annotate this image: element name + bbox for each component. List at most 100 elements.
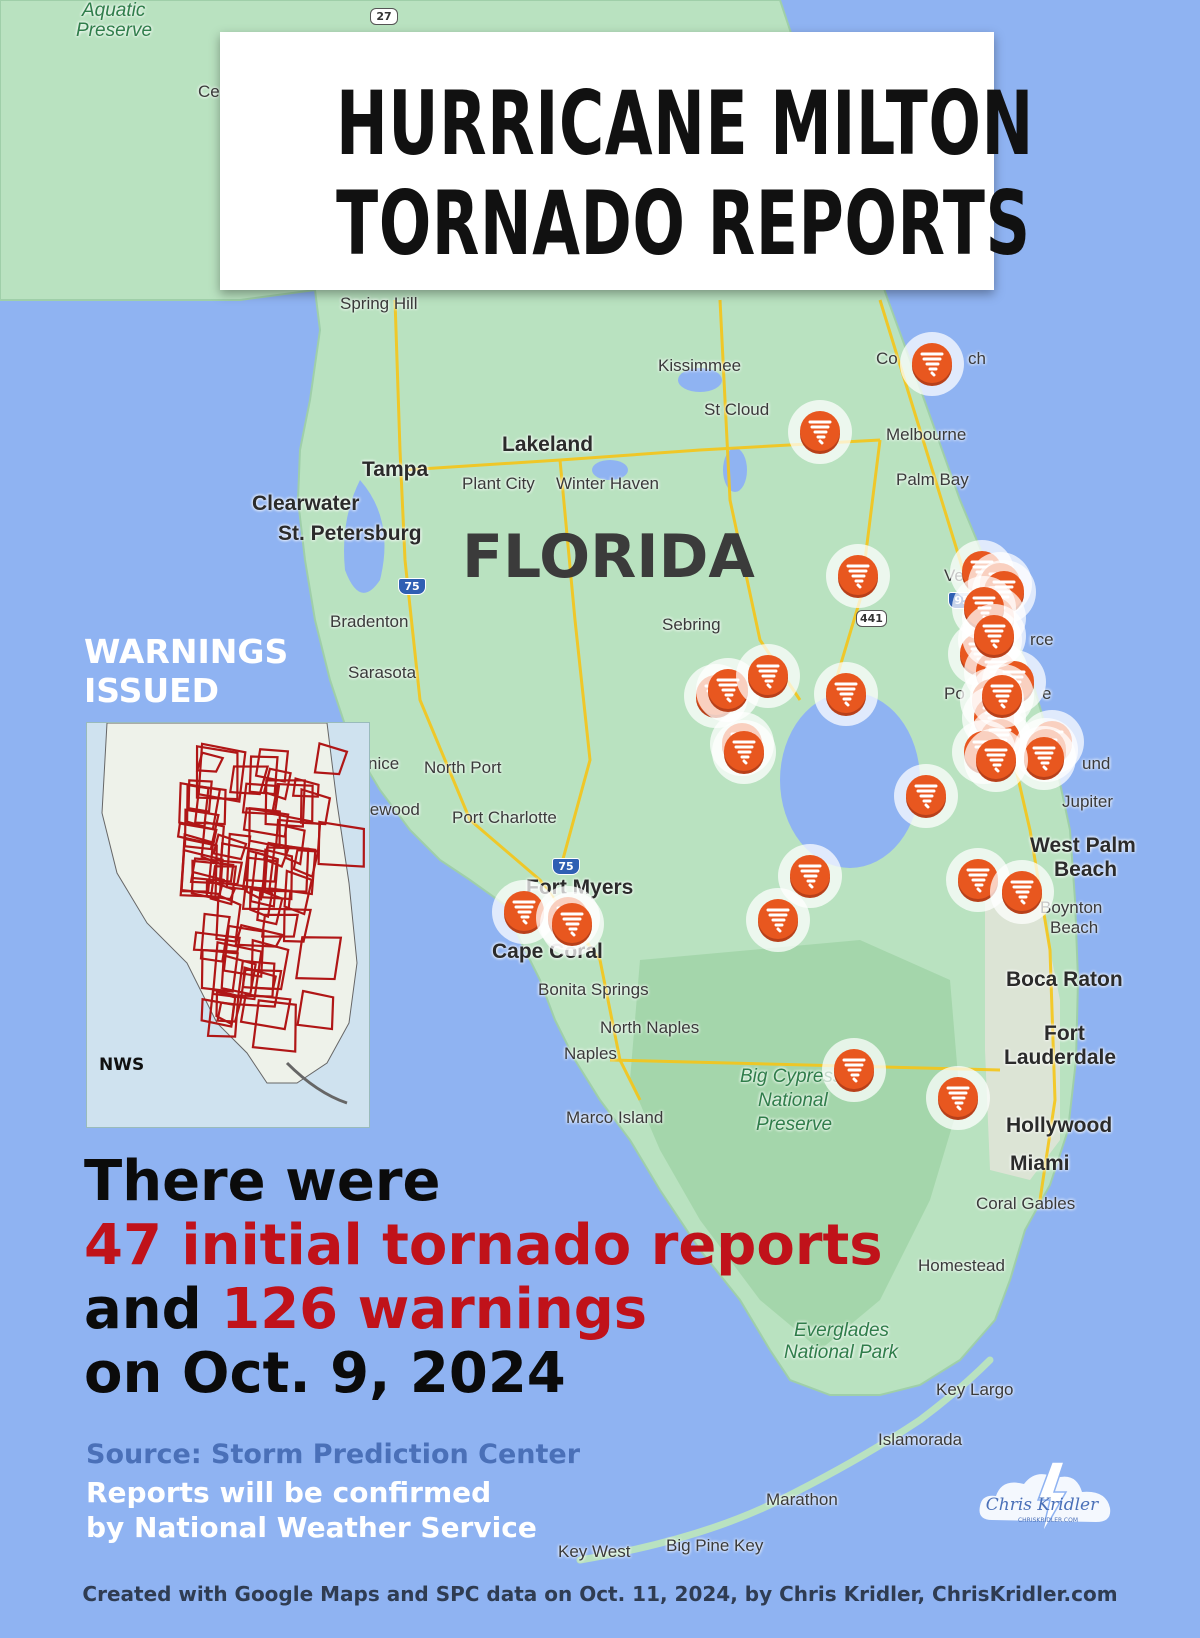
warning-polygon [195, 751, 225, 773]
place-label-sarasota: Sarasota [348, 663, 417, 682]
warnings-heading: WARNINGS ISSUED [84, 632, 288, 710]
warning-polygon [195, 745, 239, 801]
place-label-st-pete: St. Petersburg [278, 522, 422, 545]
tornado-marker[interactable] [710, 718, 778, 790]
place-label-key-west: Key West [558, 1542, 631, 1561]
tornado-marker[interactable] [924, 1064, 992, 1136]
logo-url: CHRISKRIDLER.COM [1018, 1517, 1078, 1524]
warnings-heading-line-2: ISSUED [84, 671, 220, 710]
tampa-bay [344, 480, 385, 593]
title-line-1: HURRICANE MILTON [336, 72, 1034, 175]
state-label: FLORIDA [462, 522, 755, 592]
place-label-ftl2: Lauderdale [1004, 1046, 1117, 1069]
headline-and: and [84, 1277, 222, 1342]
tornado-marker[interactable] [892, 762, 960, 834]
tornado-icon [962, 604, 1026, 668]
place-label-big-cypress2: National [758, 1090, 828, 1111]
tornado-marker[interactable] [824, 542, 892, 614]
warning-polygon [282, 908, 312, 943]
tornado-marker[interactable] [962, 726, 1030, 798]
place-label-ftl1: Fort [1044, 1022, 1085, 1045]
place-label-bradenton: Bradenton [330, 612, 409, 631]
warning-polygon [249, 851, 279, 908]
confirmation-note: Reports will be confirmed by National We… [86, 1475, 537, 1545]
place-label-islamorada: Islamorada [878, 1430, 963, 1449]
warning-polygon [212, 833, 248, 861]
inset-source-label: NWS [99, 1055, 145, 1075]
headline-line-1: There were [84, 1149, 441, 1214]
place-label-preserve1: Preserve [76, 20, 153, 41]
place-label-port-st-lucie-b: e [1042, 684, 1052, 703]
tornado-marker[interactable] [1010, 724, 1078, 796]
warning-polygon [250, 938, 290, 991]
tornado-marker[interactable] [538, 890, 606, 962]
place-label-cocoa-beach-b: ch [968, 349, 986, 368]
place-label-plant-city: Plant City [462, 474, 535, 493]
tornado-icon [540, 892, 604, 956]
note-line-2: by National Weather Service [86, 1511, 537, 1544]
warning-polygon [220, 953, 257, 996]
warnings-polygons [87, 723, 369, 1127]
place-label-key-largo: Key Largo [936, 1380, 1014, 1399]
place-label-aquatic: Aquatic [82, 0, 146, 21]
headline-line-3: and 126 warnings [84, 1278, 883, 1342]
place-label-everglades2: National Park [784, 1342, 899, 1363]
place-label-spring-hill: Spring Hill [340, 294, 418, 313]
tornado-marker[interactable] [820, 1036, 888, 1108]
warning-polygon [296, 989, 335, 1031]
place-label-winter-haven: Winter Haven [556, 474, 659, 493]
warning-polygon [199, 912, 231, 963]
tornado-marker[interactable] [786, 398, 854, 470]
tornado-marker[interactable] [988, 858, 1056, 930]
tornado-icon [814, 662, 878, 726]
tornado-marker[interactable] [960, 602, 1028, 674]
warning-polygon [185, 783, 210, 828]
place-label-boynton1: Boynton [1040, 898, 1103, 917]
place-label-port-st-lucie-a: Po [944, 684, 965, 703]
warning-polygon [241, 782, 281, 816]
tornado-marker[interactable] [812, 660, 880, 732]
tornado-marker[interactable] [898, 330, 966, 402]
place-label-big-cypress3: Preserve [756, 1114, 833, 1135]
tornado-icon [778, 844, 842, 908]
tornado-marker[interactable] [734, 642, 802, 714]
place-label-bonita: Bonita Springs [538, 980, 649, 999]
warnings-heading-line-1: WARNINGS [84, 632, 289, 671]
place-label-lakeland: Lakeland [502, 433, 594, 456]
place-label-boca: Boca Raton [1006, 968, 1123, 991]
headline-date: on Oct. 9, 2024 [84, 1341, 566, 1406]
shield-i75b: 75 [552, 858, 580, 875]
warning-polygon [192, 931, 241, 953]
tornado-marker[interactable] [968, 662, 1036, 734]
place-label-coral-gables: Coral Gables [976, 1194, 1076, 1213]
shield-us441: 441 [856, 610, 887, 627]
tornado-marker[interactable] [776, 842, 844, 914]
headline-reports-count: 47 initial tornado reports [84, 1213, 883, 1278]
warning-polygon [299, 787, 332, 826]
tornado-icon [822, 1038, 886, 1102]
warning-polygon [187, 779, 213, 813]
tornado-icon [970, 664, 1034, 728]
warning-polygon [218, 842, 269, 891]
tornado-marker[interactable] [744, 886, 812, 958]
place-label-wpb1: West Palm [1030, 834, 1136, 857]
warning-polygon [256, 888, 284, 926]
headline: There were 47 initial tornado reports an… [84, 1150, 883, 1406]
place-label-palm-bay: Palm Bay [896, 470, 969, 489]
tornado-icon [712, 720, 776, 784]
place-label-marathon: Marathon [766, 1490, 838, 1509]
warning-polygon [275, 818, 322, 853]
warning-polygon [248, 755, 279, 796]
tornado-marker[interactable] [944, 846, 1012, 918]
urban-east-coast [985, 900, 1060, 1180]
place-label-naples: Naples [564, 1044, 617, 1063]
place-label-boynton2: Beach [1050, 918, 1099, 937]
warning-polygon [183, 808, 220, 851]
place-label-homestead: Homestead [918, 1256, 1005, 1275]
place-label-englewood: lewood [366, 800, 420, 819]
headline-warnings-count: 126 warnings [221, 1277, 648, 1342]
place-label-north-port: North Port [424, 758, 502, 777]
warning-polygon [193, 785, 227, 826]
warning-polygon [264, 779, 306, 828]
